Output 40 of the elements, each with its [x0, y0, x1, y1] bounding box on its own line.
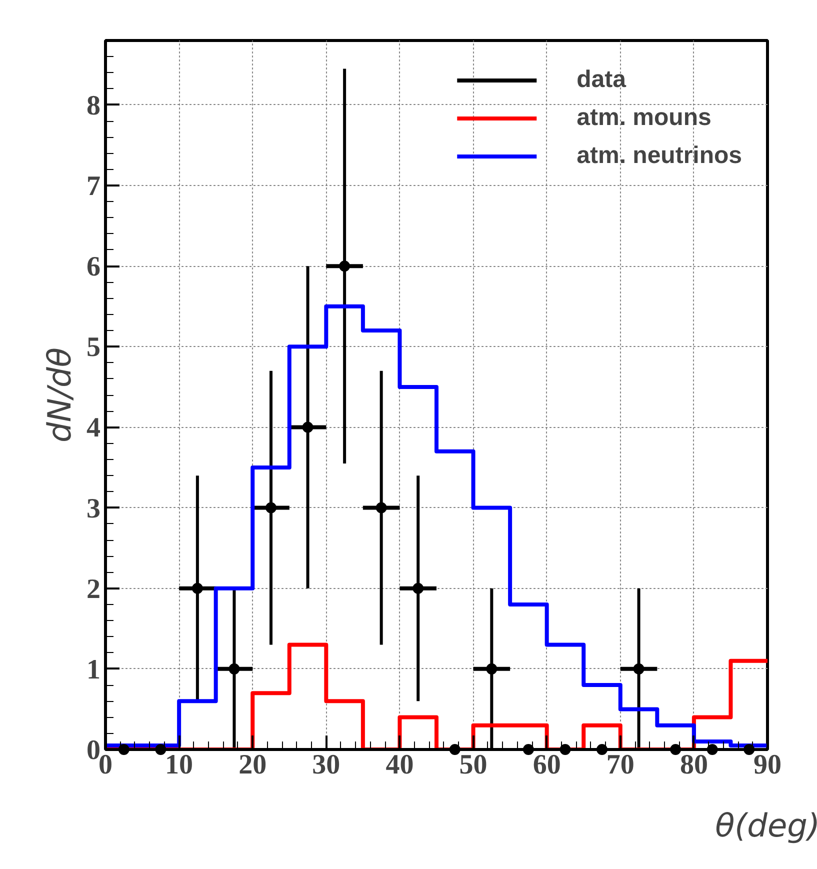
y-tick-label: 2 — [86, 574, 100, 605]
x-tick-label: 90 — [754, 750, 782, 780]
point — [339, 260, 350, 272]
point — [486, 663, 498, 674]
y-tick-label: 7 — [86, 171, 100, 202]
x-tick-label: 70 — [606, 750, 634, 780]
legend-label: atm. mouns — [576, 104, 712, 132]
y-axis-title: dN/dθ — [40, 348, 78, 442]
point — [633, 663, 644, 674]
point — [228, 663, 240, 674]
point — [192, 582, 203, 594]
x-axis-title: θ(deg) — [715, 806, 817, 844]
y-tick-label: 3 — [86, 493, 100, 524]
y-tick-label: 1 — [86, 654, 100, 686]
y-tick-label: 4 — [86, 412, 100, 444]
point — [706, 744, 718, 755]
y-tick-label: 6 — [86, 252, 100, 283]
y-tick-label: 8 — [86, 90, 100, 122]
point — [670, 744, 682, 755]
point — [266, 502, 276, 514]
x-tick-label: 20 — [238, 750, 267, 780]
legend-label: atm. neutrinos — [576, 142, 742, 170]
point — [155, 744, 166, 755]
point — [376, 502, 387, 514]
legend-label: data — [576, 66, 626, 94]
x-tick-label: 60 — [532, 750, 561, 780]
point — [412, 582, 424, 594]
point — [560, 744, 571, 755]
point — [522, 744, 534, 755]
x-tick-label: 10 — [165, 750, 194, 780]
point — [744, 744, 755, 755]
x-tick-label: 40 — [386, 750, 414, 780]
x-tick-label: 50 — [459, 750, 488, 780]
y-tick-label: 5 — [86, 332, 100, 364]
point — [596, 744, 608, 755]
point — [118, 744, 130, 755]
point — [449, 744, 460, 755]
x-tick-label: 30 — [312, 750, 340, 780]
point — [302, 422, 314, 433]
x-tick-label: 80 — [680, 750, 708, 780]
